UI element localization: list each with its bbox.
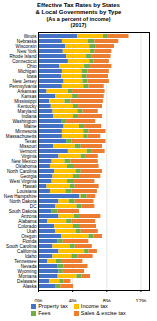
svg-text:Florida: Florida: [22, 239, 37, 245]
svg-text:Vermont: Vermont: [19, 149, 37, 155]
html-text:Property tax: Property tax: [38, 303, 68, 310]
svg-text:DC: DC: [29, 204, 37, 210]
svg-text:Idaho: Idaho: [25, 254, 37, 260]
svg-text:Massachusetts: Massachusetts: [5, 134, 37, 140]
svg-text:Minnesota: Minnesota: [15, 129, 37, 135]
svg-text:Tennessee: Tennessee: [14, 259, 37, 265]
svg-text:12%: 12%: [135, 299, 146, 303]
svg-text:Michigan: Michigan: [18, 69, 37, 75]
svg-text:Hawaii: Hawaii: [22, 184, 37, 190]
svg-text:Utah: Utah: [26, 229, 37, 235]
html-text:(As a percent of income) (2017: (As a percent of income) (2017): [46, 15, 111, 29]
svg-text:Kansas: Kansas: [21, 94, 37, 100]
svg-text:Nevada: Nevada: [20, 264, 37, 270]
svg-text:Virginia: Virginia: [21, 154, 37, 160]
svg-text:California: California: [17, 249, 37, 255]
svg-text:Louisiana: Louisiana: [16, 189, 37, 195]
svg-text:South Carolina: South Carolina: [6, 244, 37, 250]
svg-text:West Virginia: West Virginia: [9, 179, 37, 185]
svg-text:Colorado: Colorado: [17, 224, 37, 230]
svg-text:8%: 8%: [103, 299, 111, 303]
svg-text:New York: New York: [17, 49, 37, 55]
svg-text:Ohio: Ohio: [26, 64, 37, 70]
svg-text:North Carolina: North Carolina: [6, 169, 37, 175]
svg-text:Iowa: Iowa: [26, 74, 37, 80]
svg-text:Alabama: Alabama: [18, 219, 37, 225]
svg-text:Connecticut: Connecticut: [12, 59, 37, 65]
svg-text:Montana: Montana: [18, 274, 37, 280]
svg-text:0%: 0%: [35, 299, 43, 303]
svg-text:Maryland: Maryland: [17, 109, 37, 115]
svg-text:Delaware: Delaware: [17, 279, 37, 285]
html-text:Fees: Fees: [38, 310, 51, 317]
svg-text:Illinois: Illinois: [23, 34, 37, 40]
svg-text:Kentucky: Kentucky: [17, 104, 37, 110]
svg-text:Texas: Texas: [24, 139, 37, 145]
svg-text:Alaska: Alaska: [23, 284, 37, 289]
svg-text:North Dakota: North Dakota: [9, 199, 37, 205]
svg-text:Rhode Island: Rhode Island: [9, 54, 37, 60]
svg-text:Missouri: Missouri: [19, 144, 37, 150]
svg-text:New Jersey: New Jersey: [12, 79, 37, 85]
svg-text:4%: 4%: [69, 299, 77, 303]
svg-text:Washington: Washington: [12, 119, 37, 125]
svg-text:Wisconsin: Wisconsin: [15, 44, 37, 50]
svg-text:New Mexico: New Mexico: [11, 159, 37, 165]
svg-text:Oklahoma: Oklahoma: [15, 164, 37, 170]
svg-text:Wyoming: Wyoming: [17, 269, 37, 275]
html-text:Effective Tax Rates by States: Effective Tax Rates by States & Local Go…: [35, 2, 122, 15]
svg-text:Nebraska: Nebraska: [16, 39, 37, 45]
svg-text:Mississippi: Mississippi: [14, 99, 37, 105]
svg-text:Arkansas: Arkansas: [17, 89, 37, 95]
html-text:Sales & excise tax: Sales & excise tax: [80, 310, 126, 317]
svg-text:New Hampshire: New Hampshire: [3, 194, 37, 200]
svg-text:Pennsylvania: Pennsylvania: [9, 84, 37, 90]
svg-text:Georgia: Georgia: [20, 174, 37, 180]
svg-text:South Dakota: South Dakota: [8, 209, 37, 215]
svg-text:Maine: Maine: [24, 124, 37, 130]
svg-text:Indiana: Indiana: [21, 114, 37, 120]
svg-text:Arizona: Arizona: [20, 214, 37, 220]
svg-text:Oregon: Oregon: [21, 234, 37, 240]
html-text:Income tax: Income tax: [80, 303, 108, 310]
